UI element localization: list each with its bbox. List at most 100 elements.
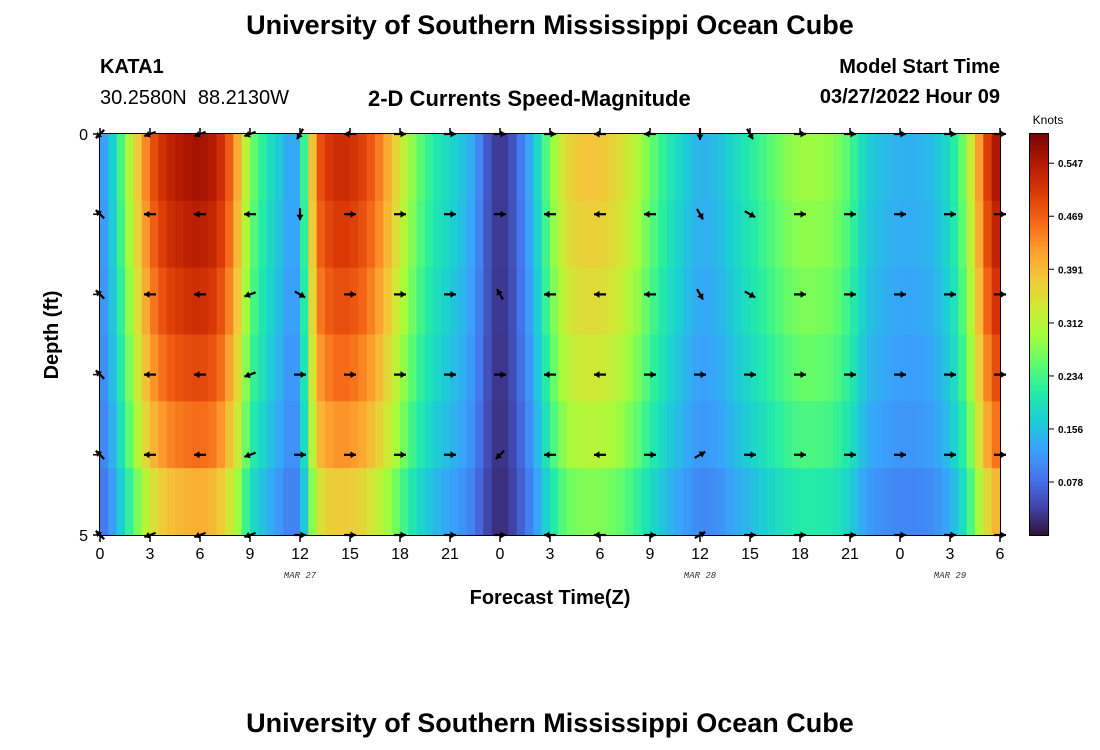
heatmap-cell — [516, 267, 526, 336]
x-axis: 0 3 6 9 12 15 18 21 0 3 6 9 12 15 18 21 0 3 6 MAR 27 MAR 28 M… — [96, 128, 1005, 581]
heatmap-cell — [141, 334, 151, 402]
heatmap-cell — [200, 200, 209, 269]
heatmap-cell — [275, 334, 284, 402]
heatmap-cell — [758, 134, 768, 202]
heatmap-cell — [875, 267, 884, 336]
heatmap-cell — [791, 401, 801, 469]
heatmap-cell — [141, 134, 151, 202]
heatmap-cell — [516, 134, 526, 202]
heatmap-cell — [508, 334, 518, 402]
heatmap-cell — [191, 401, 201, 469]
heatmap-cell — [608, 134, 618, 202]
heatmap-cell — [816, 134, 826, 202]
heatmap-cell — [933, 468, 943, 535]
heatmap-cell — [366, 401, 376, 469]
current-vector — [194, 210, 206, 218]
heatmap-cell — [658, 401, 668, 469]
heatmap-cell — [483, 200, 493, 269]
heatmap-cell — [425, 401, 434, 469]
heatmap-cell — [283, 334, 293, 402]
heatmap-cell — [908, 134, 918, 202]
heatmap-cell — [625, 267, 634, 336]
heatmap-cell — [233, 401, 243, 469]
heatmap-cell — [683, 134, 693, 202]
heatmap-cell — [991, 401, 1000, 469]
heatmap-cell — [450, 401, 459, 469]
current-vector — [794, 290, 806, 298]
heatmap-cell — [125, 200, 134, 269]
heatmap-cell — [525, 134, 534, 202]
heatmap-cell — [275, 267, 284, 336]
heatmap-cell — [158, 200, 168, 269]
x-tick-label: 0 — [896, 546, 905, 563]
current-vector — [494, 210, 506, 218]
heatmap-cell — [541, 267, 551, 336]
heatmap-cell — [858, 134, 868, 202]
heatmap-cell — [216, 401, 226, 469]
heatmap-cell — [825, 334, 834, 402]
heatmap-cell — [716, 134, 726, 202]
heatmap-cell — [483, 401, 493, 469]
heatmap-cell — [591, 134, 601, 202]
x-tick-label: 9 — [246, 546, 255, 563]
heatmap-cell — [766, 401, 776, 469]
heatmap-cell — [183, 334, 193, 402]
heatmap-cell — [691, 200, 701, 269]
heatmap-cell — [958, 401, 968, 469]
heatmap-cell — [475, 267, 484, 336]
heatmap-cell — [858, 334, 868, 402]
heatmap-cell — [675, 334, 684, 402]
heatmap-cell — [891, 267, 901, 336]
heatmap-cell — [408, 134, 418, 202]
heatmap-cell — [150, 334, 159, 402]
heatmap-cell — [266, 200, 276, 269]
heatmap-cell — [191, 134, 201, 202]
heatmap-cell — [216, 334, 226, 402]
current-vector — [194, 371, 206, 379]
heatmap-cell — [666, 134, 676, 202]
current-vector — [944, 210, 956, 218]
current-vector — [394, 371, 406, 379]
heatmap-cell — [750, 334, 759, 402]
heatmap-cell — [166, 134, 176, 202]
heatmap-cell — [575, 200, 584, 269]
heatmap-cell — [208, 401, 218, 469]
current-vector — [894, 210, 906, 218]
heatmap-cell — [916, 334, 926, 402]
heatmap-cell — [133, 401, 143, 469]
heatmap-cell — [116, 134, 126, 202]
heatmap-cell — [958, 200, 968, 269]
heatmap-cell — [216, 200, 226, 269]
heatmap-cell — [858, 267, 868, 336]
heatmap-cell — [733, 401, 743, 469]
heatmap-cell — [500, 468, 509, 535]
heatmap-cell — [483, 334, 493, 402]
current-vector — [144, 210, 156, 218]
heatmap-cell — [866, 468, 876, 535]
heatmap-cell — [800, 267, 809, 336]
heatmap-cell — [308, 468, 318, 535]
heatmap-cell — [583, 200, 593, 269]
heatmap-cell — [766, 468, 776, 535]
current-vector — [444, 290, 456, 298]
heatmap-cell — [866, 401, 876, 469]
heatmap-cell — [283, 468, 293, 535]
heatmap-cell — [550, 267, 559, 336]
heatmap-cell — [816, 200, 826, 269]
current-vector — [794, 371, 806, 379]
heatmap-cell — [483, 134, 493, 202]
heatmap-cell — [908, 267, 918, 336]
current-vector — [744, 371, 756, 379]
heatmap-cell — [633, 468, 643, 535]
heatmap-cell — [341, 468, 351, 535]
page-title: University of Southern Mississippi Ocean… — [246, 10, 854, 40]
heatmap-cell — [958, 134, 968, 202]
heatmap-cell — [750, 200, 759, 269]
heatmap-cell — [658, 267, 668, 336]
heatmap-cell — [900, 468, 909, 535]
heatmap-cell — [391, 267, 401, 336]
heatmap-cell — [566, 468, 576, 535]
heatmap-cell — [141, 468, 151, 535]
heatmap-cell — [191, 468, 201, 535]
